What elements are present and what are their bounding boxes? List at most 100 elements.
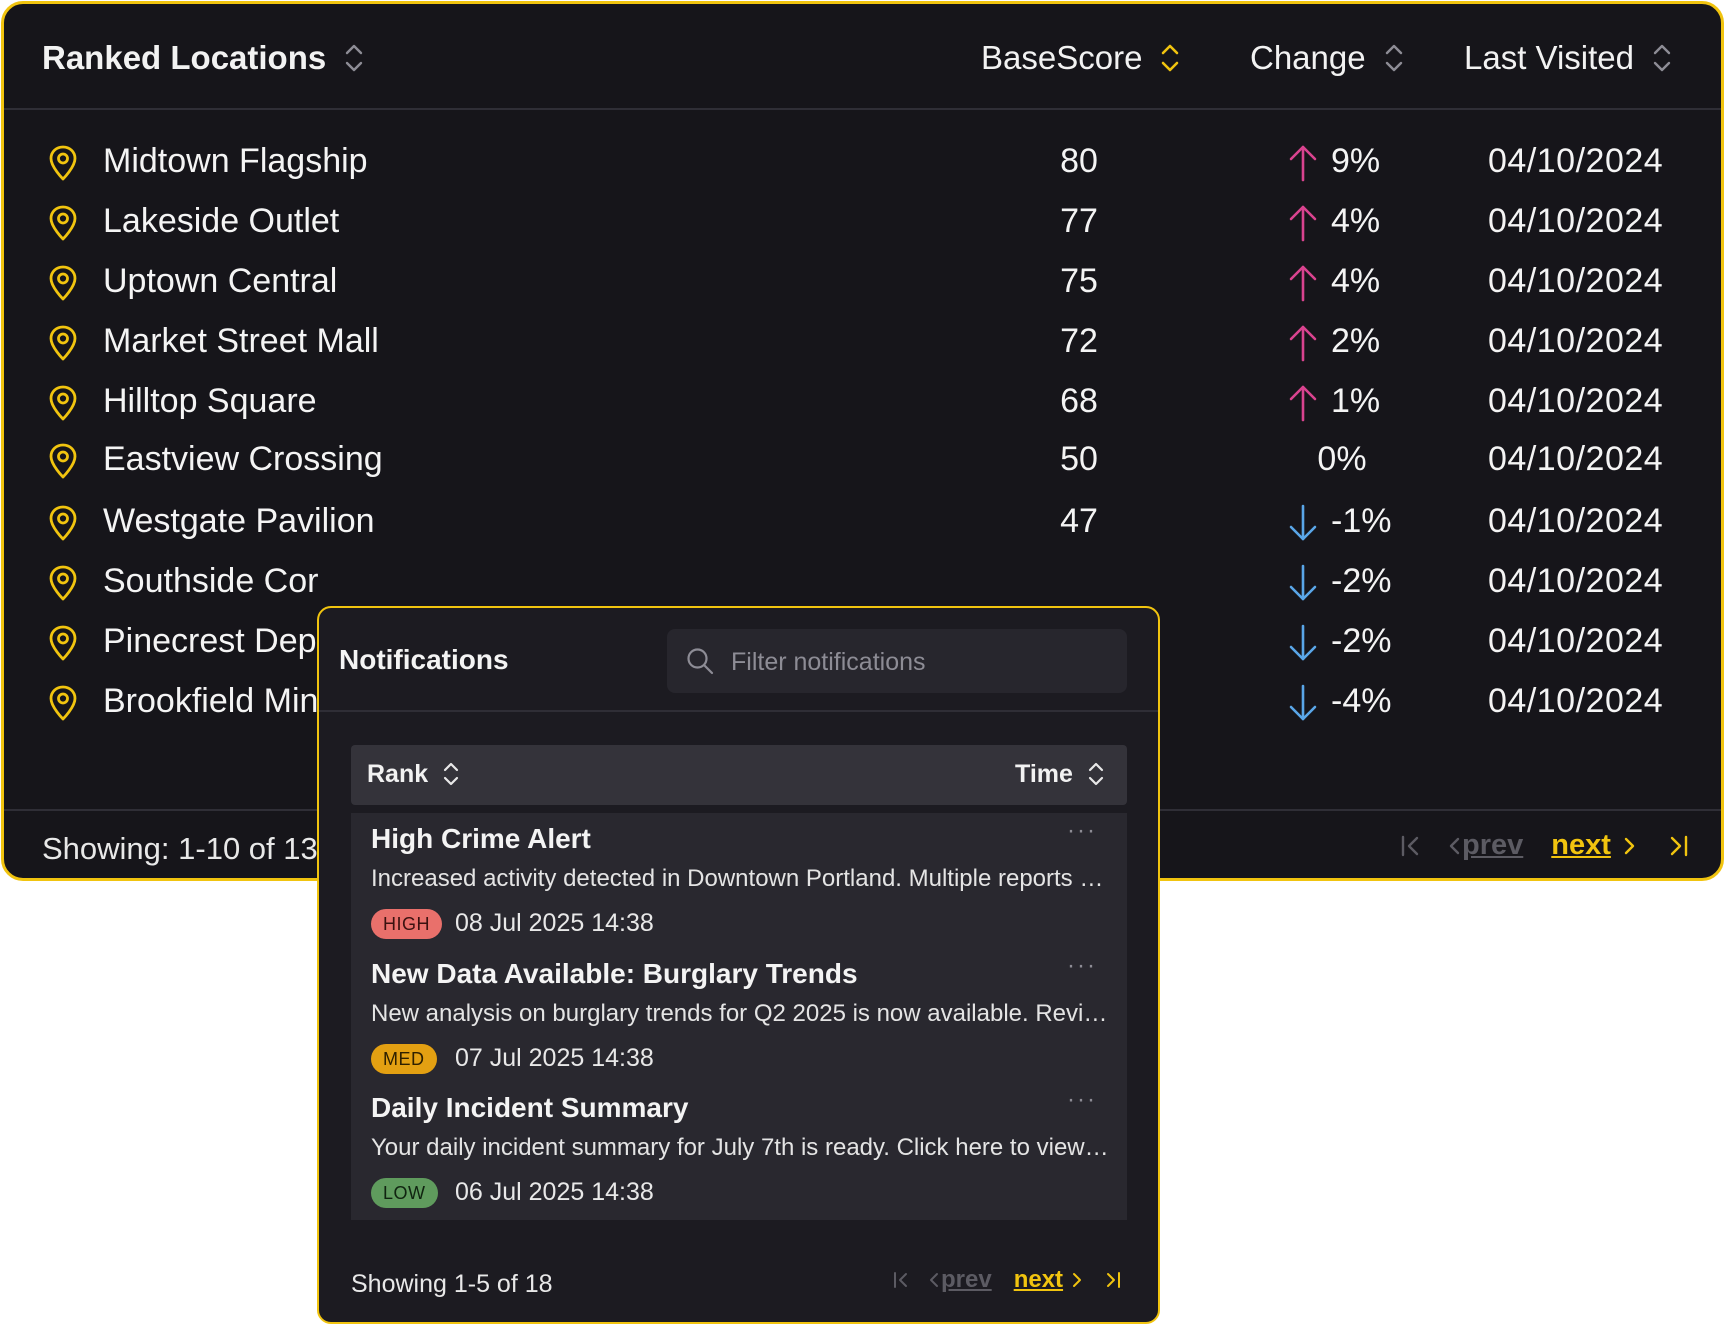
table-row[interactable]: Lakeside Outlet 77 4% 04/10/2024 — [4, 192, 1721, 252]
table-row[interactable]: Eastview Crossing 50 0% 04/10/2024 — [4, 430, 1721, 490]
map-pin-icon — [46, 384, 80, 422]
map-pin-icon — [46, 264, 80, 302]
column-header-time[interactable]: Time — [1015, 758, 1105, 790]
pagination: prev next — [1398, 829, 1691, 862]
prev-page-button[interactable]: prev — [1446, 829, 1523, 862]
column-header-rank[interactable]: Rank — [367, 758, 460, 790]
last-page-icon[interactable] — [1103, 1268, 1123, 1292]
last-visited-date: 04/10/2024 — [1488, 262, 1664, 300]
next-label: next — [1551, 829, 1611, 861]
column-header-label: Last Visited — [1464, 39, 1634, 76]
change-cell: 4% — [1287, 262, 1437, 306]
next-page-button[interactable]: next — [1551, 829, 1643, 862]
column-header-label: Ranked Locations — [42, 39, 327, 76]
notification-search[interactable] — [667, 629, 1127, 695]
notification-card[interactable]: High Crime Alert ··· Increased activity … — [351, 813, 1127, 951]
notification-body: New analysis on burglary trends for Q2 2… — [371, 1000, 1116, 1027]
last-visited-date: 04/10/2024 — [1488, 562, 1664, 600]
location-name: Westgate Pavilion — [103, 502, 375, 540]
table-row[interactable]: Hilltop Square 68 1% 04/10/2024 — [4, 372, 1721, 432]
column-header-name[interactable]: Ranked Locations — [42, 38, 364, 78]
change-value: -4% — [1331, 682, 1392, 720]
arrow-down-icon — [1287, 622, 1319, 664]
ranked-locations-panel: Ranked Locations BaseScore Change Last V… — [1, 1, 1724, 881]
sort-icon-active[interactable] — [1160, 39, 1180, 77]
arrow-up-icon — [1287, 322, 1319, 364]
more-options-icon[interactable]: ··· — [1067, 1086, 1097, 1113]
location-name: Midtown Flagship — [103, 142, 368, 180]
first-page-icon[interactable] — [1398, 831, 1424, 861]
map-pin-icon — [46, 684, 80, 722]
prev-label: prev — [1462, 829, 1524, 861]
table-row[interactable]: Midtown Flagship 80 9% 04/10/2024 — [4, 132, 1721, 192]
change-cell: -4% — [1287, 682, 1437, 726]
change-value: 0% — [1317, 440, 1367, 478]
change-cell: -2% — [1287, 622, 1437, 666]
last-visited-date: 04/10/2024 — [1488, 622, 1664, 660]
table-row[interactable]: Market Street Mall 72 2% 04/10/2024 — [4, 312, 1721, 372]
arrow-up-icon — [1287, 142, 1319, 184]
arrow-up-icon — [1287, 262, 1319, 304]
basescore-value: 50 — [1060, 440, 1098, 478]
next-label: next — [1013, 1266, 1064, 1293]
table-row[interactable]: Uptown Central 75 4% 04/10/2024 — [4, 252, 1721, 312]
arrow-up-icon — [1287, 382, 1319, 424]
notification-card[interactable]: New Data Available: Burglary Trends ··· … — [351, 948, 1127, 1086]
basescore-value: 47 — [1060, 502, 1098, 540]
sort-icon[interactable] — [1384, 39, 1404, 77]
last-visited-date: 04/10/2024 — [1488, 502, 1664, 540]
next-page-button[interactable]: next — [1014, 1266, 1087, 1294]
basescore-value: 80 — [1060, 142, 1098, 180]
table-row[interactable]: Pinecrest Depo -2% 04/10/2024 — [4, 612, 1721, 672]
location-name: Brookfield Min — [103, 682, 319, 720]
column-header-label: Time — [1015, 759, 1073, 788]
column-header-last-visited[interactable]: Last Visited — [1464, 38, 1672, 78]
last-page-icon[interactable] — [1665, 831, 1691, 861]
table-row[interactable]: Brookfield Min -4% 04/10/2024 — [4, 672, 1721, 732]
filter-notifications-input[interactable] — [729, 629, 1113, 695]
sort-icon[interactable] — [1652, 39, 1672, 77]
change-cell: 9% — [1287, 142, 1437, 186]
pagination: prev next — [891, 1266, 1123, 1294]
more-options-icon[interactable]: ··· — [1067, 817, 1097, 844]
last-visited-date: 04/10/2024 — [1488, 682, 1664, 720]
arrow-down-icon — [1287, 562, 1319, 604]
change-cell: 4% — [1287, 202, 1437, 246]
notification-title: Daily Incident Summary — [371, 1092, 689, 1123]
first-page-icon[interactable] — [891, 1268, 911, 1292]
location-name: Southside Cor — [103, 562, 319, 600]
column-header-label: Rank — [367, 759, 429, 788]
notification-body: Your daily incident summary for July 7th… — [371, 1134, 1109, 1161]
change-cell: -1% — [1287, 502, 1437, 546]
prev-page-button[interactable]: prev — [927, 1266, 992, 1294]
pagination-summary: Showing 1-5 of 18 — [351, 1270, 553, 1298]
location-name: Market Street Mall — [103, 322, 379, 360]
table-row[interactable]: Westgate Pavilion 47 -1% 04/10/2024 — [4, 492, 1721, 552]
map-pin-icon — [46, 624, 80, 662]
column-header-change[interactable]: Change — [1250, 38, 1404, 78]
map-pin-icon — [46, 442, 80, 480]
change-cell: 0% — [1287, 440, 1437, 484]
last-visited-date: 04/10/2024 — [1488, 322, 1664, 360]
change-value: 4% — [1331, 262, 1381, 300]
location-name: Lakeside Outlet — [103, 202, 340, 240]
column-header-basescore[interactable]: BaseScore — [981, 38, 1180, 78]
change-value: -2% — [1331, 562, 1392, 600]
map-pin-icon — [46, 204, 80, 242]
notifications-table-header: Rank Time — [351, 745, 1127, 805]
notification-card[interactable]: Daily Incident Summary ··· Your daily in… — [351, 1082, 1127, 1220]
map-pin-icon — [46, 144, 80, 182]
table-row[interactable]: Southside Cor -2% 04/10/2024 — [4, 552, 1721, 612]
sort-icon[interactable] — [442, 758, 460, 790]
severity-badge: MED — [371, 1044, 437, 1074]
more-options-icon[interactable]: ··· — [1067, 952, 1097, 979]
last-visited-date: 04/10/2024 — [1488, 142, 1664, 180]
notification-title: New Data Available: Burglary Trends — [371, 958, 858, 989]
basescore-value: 72 — [1060, 322, 1098, 360]
last-visited-date: 04/10/2024 — [1488, 440, 1664, 478]
sort-icon[interactable] — [1087, 758, 1105, 790]
sort-icon[interactable] — [344, 39, 364, 77]
notification-time: 07 Jul 2025 14:38 — [455, 1044, 654, 1072]
change-value: 4% — [1331, 202, 1381, 240]
map-pin-icon — [46, 564, 80, 602]
